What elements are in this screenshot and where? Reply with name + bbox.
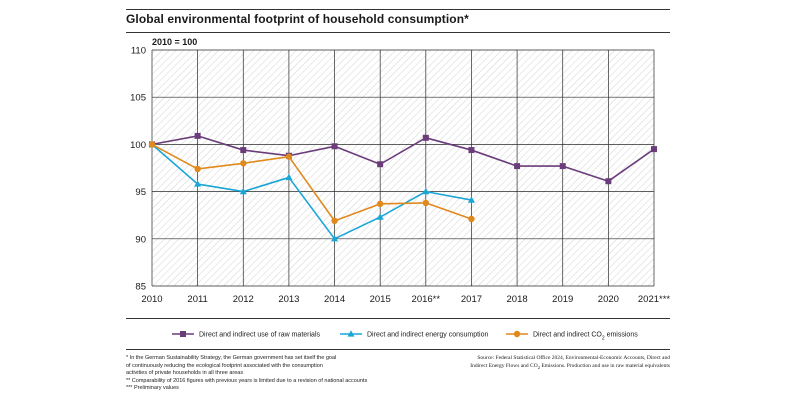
source-line: Source: Federal Statistical Office 2024,… [477,355,670,361]
y-tick-label: 85 [135,282,146,293]
data-point-circle [148,141,156,148]
x-tick-label: 2014 [324,294,345,305]
data-point-circle [240,160,247,167]
source-note: Source: Federal Statistical Office 2024,… [430,355,670,371]
data-point-square [194,132,201,139]
data-point-triangle [285,173,293,181]
footnote-line: ** Comparability of 2016 figures with pr… [126,377,368,384]
x-tick-label: 2016** [412,294,441,305]
data-point-circle [468,215,475,223]
source-text: Indirect Energy Flows and CO [470,362,538,369]
legend-label: Direct and indirect CO2 emissions [533,332,638,342]
data-point-square [605,178,612,185]
plot-area [152,50,654,286]
top-rule [126,9,670,10]
footnote-line: of continuously reducing the ecological … [126,362,323,369]
data-point-circle [376,200,384,208]
source-line: Indirect Energy Flows and CO2 Emissions.… [430,363,670,372]
x-tick-label: 2020 [598,294,619,305]
legend-bottom-rule [126,349,670,350]
series-line [151,143,472,222]
series-line [151,135,655,183]
footnote-line: *** Preliminary values [126,385,179,392]
data-point-triangle [422,187,430,195]
chart-title: Global environmental footprint of househ… [126,12,469,26]
source-subscript: 2 [537,364,540,370]
data-point-triangle [347,330,355,337]
series-2 [148,140,475,242]
index-note: 2010 = 100 [152,37,197,47]
x-tick-label: 2018 [507,294,528,305]
data-point-square [468,147,475,154]
y-tick-label: 105 [130,93,146,104]
data-point-triangle [239,187,247,195]
data-point-square [422,134,429,141]
x-tick-label: 2015 [370,294,391,305]
y-tick-label: 100 [130,140,146,151]
y-tick-label: 110 [131,46,146,57]
legend-item: Direct and indirect energy consumption [340,330,489,339]
source-text: Emissions. Production and use in raw mat… [540,362,670,369]
data-point-circle [285,153,293,160]
data-point-triangle [331,235,339,242]
y-tick-label: 90 [135,234,146,245]
data-point-square [559,163,566,170]
x-tick-label: 2012 [233,294,254,305]
x-tick-label: 2010 [141,294,162,305]
legend-item: Direct and indirect use of raw materials [172,331,320,339]
x-tick-label: 2013 [278,294,299,305]
data-point-circle [422,199,430,207]
data-point-square [651,146,657,153]
data-point-square [331,143,338,150]
data-point-square [377,161,384,168]
series-line [151,143,472,240]
y-tick-label: 95 [135,187,146,198]
data-point-square [240,147,247,154]
footnote-line: activities of private households in all … [126,370,244,377]
data-point-triangle [194,180,202,187]
title-rule [126,32,670,33]
legend-label: Direct and indirect energy consumption [367,332,489,339]
legend-item: Direct and indirect CO2 emissions [506,330,638,342]
x-tick-label: 2021*** [638,294,671,305]
data-point-triangle [467,196,475,203]
footnote-line: * In the German Sustainability Strategy,… [126,355,337,361]
data-point-circle [194,165,201,173]
footnotes: * In the German Sustainability Strategy,… [126,355,426,393]
x-tick-label: 2017 [461,294,482,305]
x-tick-label: 2011 [187,294,207,305]
data-point-circle [513,330,521,338]
x-tick-label: 2019 [552,294,573,305]
legend-top-rule [126,318,670,319]
legend-label: Direct and indirect use of raw materials [199,332,320,339]
data-point-square [514,163,521,170]
data-point-triangle [376,213,384,220]
data-point-square [180,331,186,337]
series-3 [148,141,475,225]
data-point-circle [331,217,338,225]
